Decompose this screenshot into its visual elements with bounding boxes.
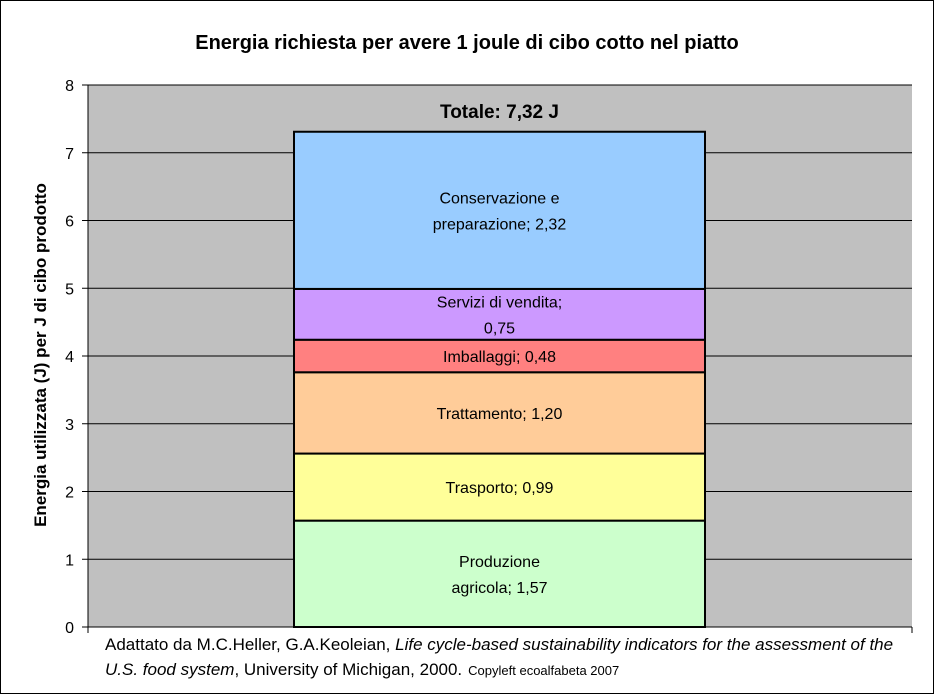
y-tick-label: 7: [65, 146, 74, 163]
source-note: Adattato da M.C.Heller, G.A.Keoleian, Li…: [105, 632, 925, 683]
bar-segment: [293, 287, 706, 341]
y-tick-label: 0: [65, 620, 74, 637]
y-tick-label: 1: [65, 552, 74, 569]
data-label: Conservazione e: [439, 190, 559, 207]
y-tick-labels: 0 1 2 3 4 5 6 7 8: [65, 78, 74, 637]
y-tick-label: 2: [65, 485, 74, 502]
y-tick-label: 5: [65, 281, 74, 298]
chart-title: Energia richiesta per avere 1 joule di c…: [195, 32, 739, 54]
data-label: preparazione; 2,32: [433, 216, 567, 233]
bar-segment: [293, 452, 706, 522]
y-tick-label: 3: [65, 417, 74, 434]
data-label: Trasporto; 0,99: [446, 480, 554, 497]
y-tick-label: 8: [65, 78, 74, 95]
data-label: 0,75: [484, 320, 515, 337]
bar-segment: [293, 371, 706, 455]
data-label: Imballaggi; 0,48: [443, 349, 556, 366]
source-prefix: Adattato da M.C.Heller, G.A.Keoleian,: [105, 635, 396, 654]
bar-segment: [293, 338, 706, 374]
source-title: Life cycle-based sustainability indicato…: [105, 635, 894, 679]
data-label: Produzione: [459, 554, 540, 571]
total-label: Totale: 7,32 J: [440, 102, 559, 123]
bar-segment: [293, 130, 706, 290]
copyleft-note: Copyleft ecoalfabeta 2007: [468, 663, 620, 678]
bar-stack: Produzione agricola; 1,57 Trasporto; 0,99 T…: [293, 130, 706, 629]
data-label: Trattamento; 1,20: [437, 406, 563, 423]
bar-segment: [293, 519, 706, 629]
source-suffix: , University of Michigan, 2000.: [234, 660, 463, 679]
axes: [82, 84, 913, 633]
data-label: Servizi di vendita;: [437, 294, 562, 311]
data-label: agricola; 1,57: [451, 580, 547, 597]
y-tick-label: 4: [65, 349, 74, 366]
y-tick-label: 6: [65, 214, 74, 231]
